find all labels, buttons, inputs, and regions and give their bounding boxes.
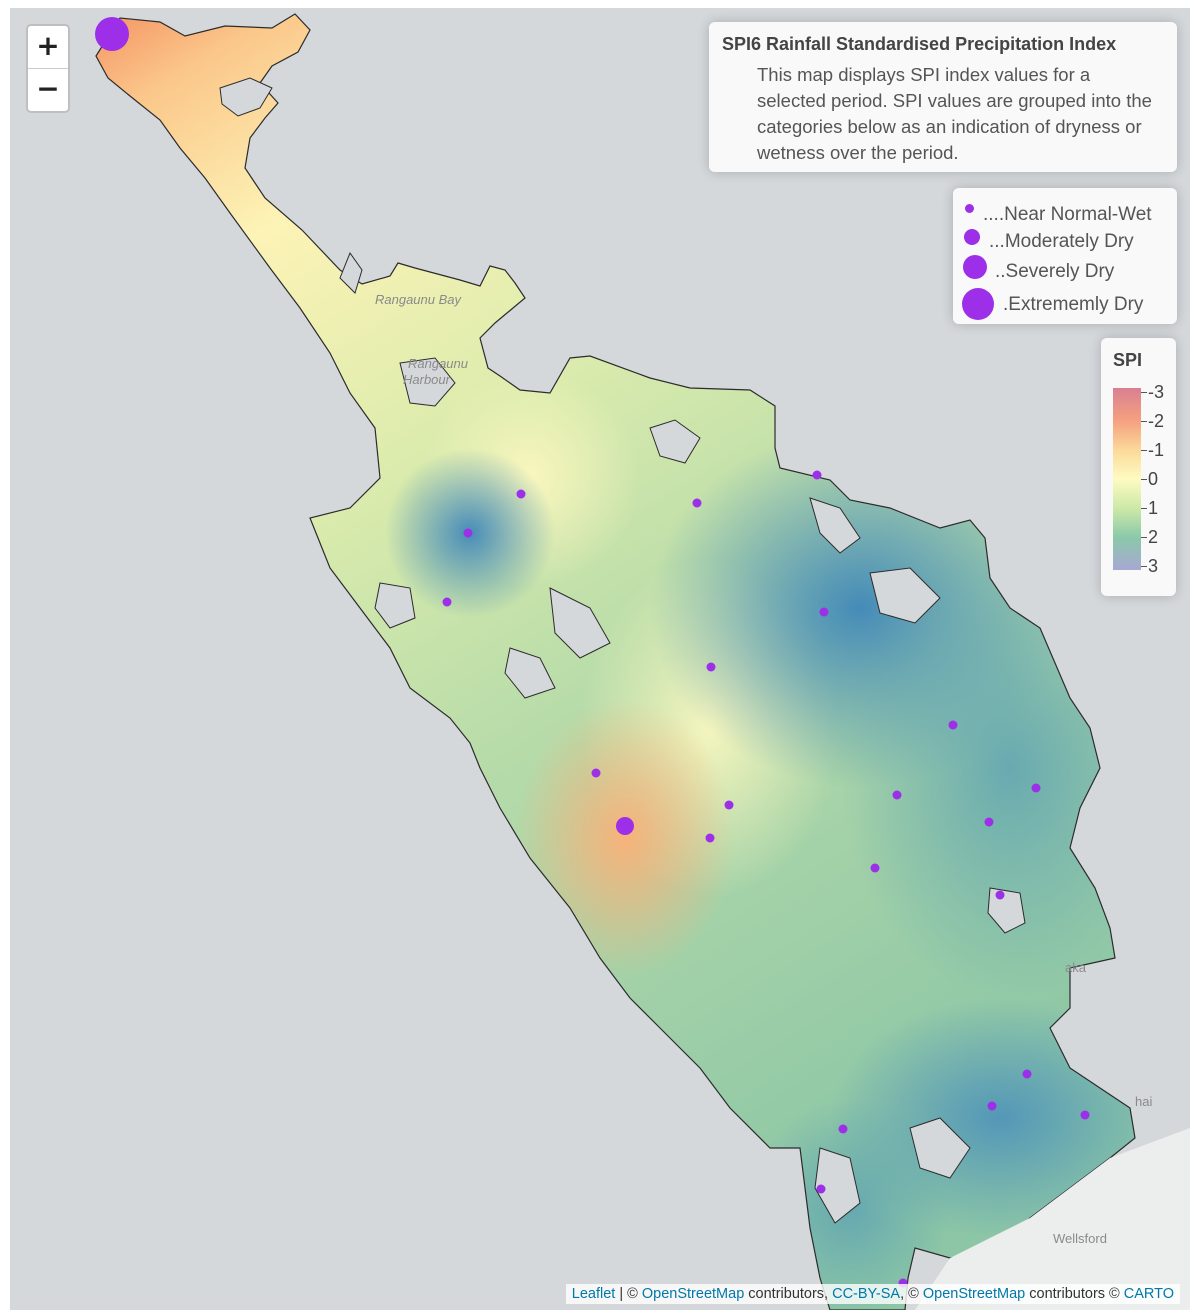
station-marker <box>995 890 1005 900</box>
legend-tick <box>1141 421 1147 422</box>
station-marker <box>838 1124 848 1134</box>
legend-tick-label: -2 <box>1148 411 1165 431</box>
station-marker <box>948 720 958 730</box>
place-label: Harbour <box>403 372 451 387</box>
station-marker <box>616 817 634 835</box>
zoom-in-button[interactable]: + <box>28 26 68 69</box>
attribution: Leaflet | © OpenStreetMap contributors, … <box>565 1284 1180 1304</box>
station-marker <box>95 17 129 51</box>
station-marker <box>870 863 880 873</box>
spi-color-legend: SPI -3 -2 -1 0 1 2 3 <box>1101 338 1176 596</box>
station-marker <box>1031 783 1041 793</box>
station-marker <box>892 790 902 800</box>
station-marker <box>812 470 822 480</box>
osm-link[interactable]: OpenStreetMap <box>641 1286 745 1302</box>
legend-tick <box>1141 392 1147 393</box>
zoom-out-button[interactable]: − <box>36 72 60 105</box>
legend-label: ....Near Normal-Wet <box>983 204 1152 225</box>
legend-dot <box>965 204 974 213</box>
carto-link[interactable]: CARTO <box>1123 1286 1174 1302</box>
legend-tick-label: 1 <box>1148 498 1159 518</box>
place-label: Rangaunu Bay <box>375 292 463 307</box>
legend-tick <box>1141 566 1147 567</box>
legend-label: ...Moderately Dry <box>989 231 1134 252</box>
attribution-text: contributors, <box>744 1286 833 1302</box>
leaflet-link[interactable]: Leaflet <box>571 1286 616 1302</box>
legend-tick-label: 2 <box>1148 527 1159 547</box>
station-marker <box>1080 1110 1090 1120</box>
station-marker <box>516 489 526 499</box>
station-marker <box>706 662 716 672</box>
legend-tick <box>1141 450 1147 451</box>
place-label: Wellsford <box>1053 1231 1107 1246</box>
station-marker <box>816 1184 826 1194</box>
place-label: Rangaunu <box>408 356 468 371</box>
legend-title: SPI <box>1113 350 1143 370</box>
station-marker <box>819 607 829 617</box>
legend-dot <box>962 288 994 320</box>
legend-tick <box>1141 479 1147 480</box>
zoom-control: + − <box>26 24 70 113</box>
legend-tick-label: -1 <box>1148 440 1165 460</box>
station-marker <box>591 768 601 778</box>
legend-label: .Extrememly Dry <box>1003 294 1144 315</box>
osm-link[interactable]: OpenStreetMap <box>922 1286 1026 1302</box>
info-description: This map displays SPI index values for a… <box>757 64 1152 163</box>
legend-dot <box>964 229 980 245</box>
place-label: hai <box>1135 1094 1152 1109</box>
place-labels: Rangaunu Bay Rangaunu Harbour Wellsford … <box>375 292 1152 1246</box>
color-scale-bar <box>1113 388 1141 570</box>
station-marker <box>463 528 473 538</box>
station-marker <box>724 800 734 810</box>
attribution-text: | © <box>615 1286 642 1302</box>
harbour-inlets <box>219 77 1026 1224</box>
map-view[interactable]: Rangaunu Bay Rangaunu Harbour Wellsford … <box>10 8 1190 1310</box>
info-box: SPI6 Rainfall Standardised Precipitation… <box>709 22 1177 172</box>
station-markers[interactable] <box>95 17 1090 1288</box>
station-marker <box>984 817 994 827</box>
station-marker <box>442 597 452 607</box>
attribution-text: contributors © <box>1025 1286 1124 1302</box>
station-marker <box>705 833 715 843</box>
place-label: aka <box>1065 960 1087 975</box>
legend-tick-label: 3 <box>1148 556 1159 576</box>
outer-shore <box>915 1128 1190 1310</box>
cc-by-sa-link[interactable]: CC-BY-SA <box>832 1286 901 1302</box>
station-marker <box>987 1101 997 1111</box>
info-title: SPI6 Rainfall Standardised Precipitation… <box>722 34 1117 54</box>
size-legend: ....Near Normal-Wet ...Moderately Dry ..… <box>953 188 1177 324</box>
station-marker <box>1022 1069 1032 1079</box>
legend-tick <box>1141 537 1147 538</box>
legend-tick <box>1141 508 1147 509</box>
legend-tick-label: -3 <box>1148 382 1165 402</box>
legend-label: ..Severely Dry <box>995 261 1115 282</box>
legend-dot <box>963 255 987 279</box>
station-marker <box>692 498 702 508</box>
legend-tick-label: 0 <box>1148 469 1159 489</box>
attribution-text: , © <box>900 1286 923 1302</box>
